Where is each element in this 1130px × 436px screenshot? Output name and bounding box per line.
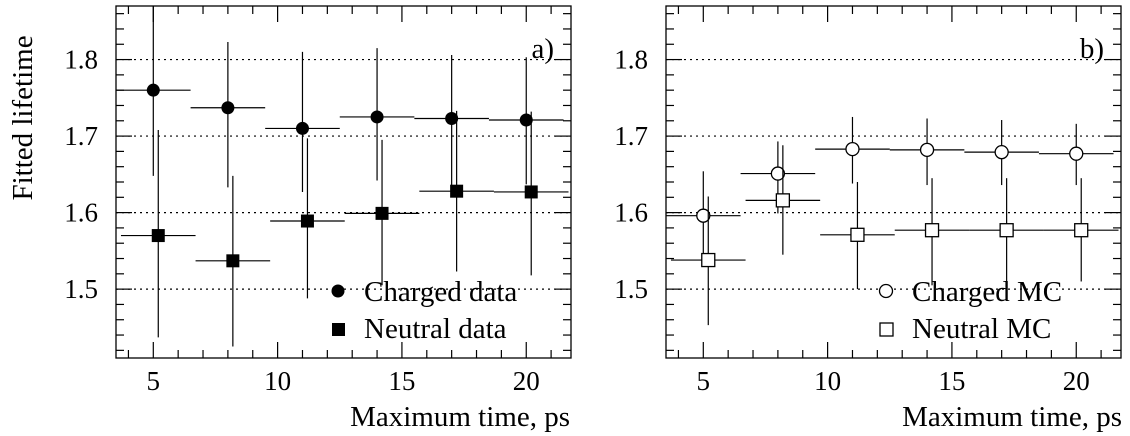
- data-point: [770, 166, 786, 181]
- panel-a: Fitted lifetime a) Maximum time, ps Char…: [7, 5, 572, 433]
- legend-label-charged-mc: Charged MC: [912, 276, 1062, 308]
- panel-b: b) Maximum time, ps Charged MC Neutral M…: [614, 5, 1122, 433]
- y-tick-label: 1.6: [64, 198, 98, 228]
- series: [666, 116, 1114, 261]
- data-point: [524, 185, 538, 199]
- x-tick-label: 20: [513, 366, 540, 396]
- x-tick-label: 20: [1063, 366, 1090, 396]
- data-point: [696, 208, 711, 223]
- data-point: [221, 101, 235, 115]
- data-point: [300, 214, 314, 228]
- data-point: [370, 110, 384, 124]
- data-point: [999, 223, 1014, 238]
- legend-label-neutral-data: Neutral data: [364, 313, 507, 345]
- series: [116, 6, 564, 192]
- y-tick-label: 1.7: [64, 121, 98, 151]
- y-tick-label: 1.8: [614, 45, 648, 75]
- y-tick-label: 1.5: [64, 274, 98, 304]
- data-point: [519, 113, 533, 127]
- data-point: [850, 227, 865, 242]
- panel-label: b): [1080, 33, 1104, 65]
- legend: Charged data Neutral data: [331, 276, 517, 345]
- legend-marker-charged-mc: [878, 283, 894, 299]
- data-point: [226, 254, 240, 268]
- y-tick-label: 1.5: [614, 274, 648, 304]
- y-tick-label: 1.8: [64, 45, 98, 75]
- data-point: [701, 252, 716, 268]
- panel-label: a): [531, 33, 554, 65]
- plot-layer: [665, 5, 1122, 359]
- data-point: [445, 111, 459, 125]
- legend-marker-neutral-data: [332, 323, 345, 336]
- x-axis-title: Maximum time, ps: [902, 401, 1122, 433]
- x-axis-title: Maximum time, ps: [350, 401, 570, 433]
- data-point: [775, 193, 791, 208]
- x-tick-label: 10: [814, 366, 841, 396]
- legend-marker-charged-data: [331, 284, 345, 298]
- data-point: [994, 145, 1009, 160]
- y-tick-label: 1.6: [614, 198, 648, 228]
- data-point: [146, 83, 160, 97]
- x-tick-label: 15: [388, 366, 415, 396]
- data-point: [375, 206, 389, 220]
- x-tick-label: 5: [697, 366, 711, 396]
- data-point: [924, 223, 940, 238]
- series: [120, 110, 569, 347]
- legend: Charged MC Neutral MC: [878, 276, 1062, 345]
- legend-label-neutral-mc: Neutral MC: [912, 313, 1051, 345]
- x-tick-label: 5: [147, 366, 161, 396]
- legend-marker-neutral-mc: [879, 322, 894, 337]
- series: [670, 145, 1119, 326]
- y-axis-title: Fitted lifetime: [7, 35, 39, 200]
- data-point: [450, 184, 464, 198]
- x-tick-label: 10: [264, 366, 291, 396]
- legend-label-charged-data: Charged data: [364, 276, 517, 308]
- data-point: [151, 229, 165, 243]
- data-point: [919, 142, 935, 158]
- data-point: [295, 121, 309, 135]
- data-point: [845, 141, 860, 157]
- plot-layer: [115, 5, 572, 359]
- y-tick-label: 1.7: [614, 121, 648, 151]
- data-point: [1074, 223, 1089, 238]
- x-tick-label: 15: [938, 366, 965, 396]
- data-point: [1069, 146, 1084, 161]
